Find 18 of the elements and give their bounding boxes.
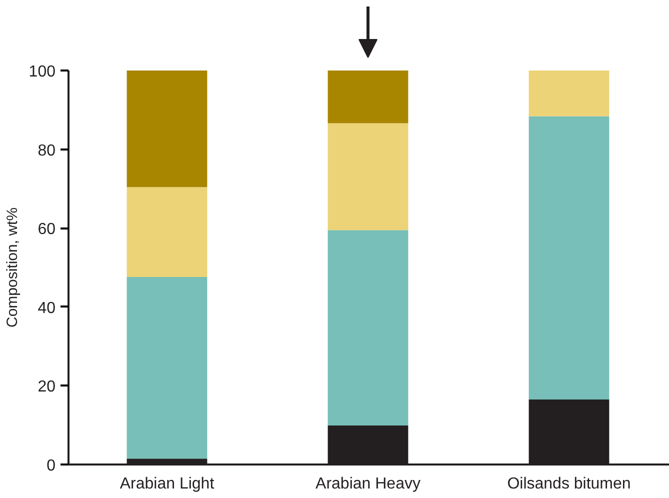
bar <box>528 70 610 116</box>
bar <box>126 70 208 188</box>
y-tick-label: 100 <box>28 64 56 80</box>
y-tick-label: 40 <box>38 300 56 317</box>
x-tick-label: Oilsands bitumen <box>507 476 631 492</box>
y-tick-label: 60 <box>38 221 56 238</box>
y-axis-title: Composition, wt% <box>4 207 21 328</box>
x-tick-label: Arabian Light <box>120 476 215 492</box>
bar <box>528 116 610 400</box>
y-tick-label: 80 <box>38 142 56 160</box>
y-tick-label: 0 <box>46 458 56 474</box>
bar <box>328 70 408 124</box>
bar <box>126 276 208 459</box>
bar <box>328 123 408 230</box>
bar <box>328 230 408 426</box>
bar <box>126 187 208 277</box>
x-tick-label: Arabian Heavy <box>316 476 420 492</box>
y-tick-label: 20 <box>38 378 56 396</box>
